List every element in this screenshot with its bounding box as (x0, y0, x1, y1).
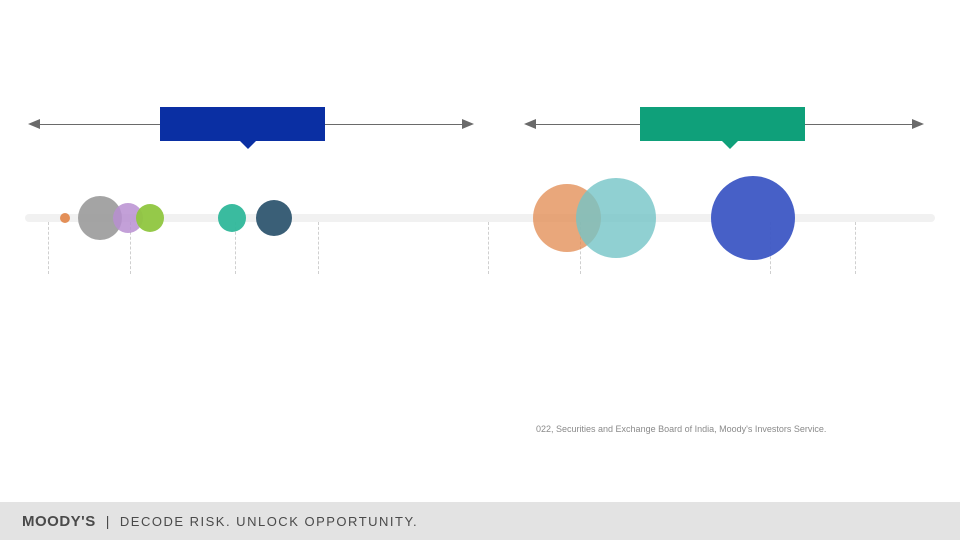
arrow-head-left-r (462, 119, 474, 129)
label-notch-left (240, 141, 256, 149)
label-notch-right (722, 141, 738, 149)
data-bubble (60, 213, 70, 223)
axis-tick (318, 222, 319, 274)
axis-tick (48, 222, 49, 274)
data-bubble (136, 204, 164, 232)
axis-tick (855, 222, 856, 274)
arrow-head-right-l (524, 119, 536, 129)
footer-tagline: DECODE RISK. UNLOCK OPPORTUNITY. (120, 514, 418, 529)
chart-stage: 022, Securities and Exchange Board of In… (0, 0, 960, 540)
data-bubble (256, 200, 292, 236)
data-bubble (218, 204, 246, 232)
footer-bar: MOODY'S | DECODE RISK. UNLOCK OPPORTUNIT… (0, 502, 960, 540)
source-note: 022, Securities and Exchange Board of In… (536, 424, 826, 434)
label-box-right (640, 107, 805, 141)
footer-separator: | (106, 513, 110, 529)
footer-brand: MOODY'S (22, 513, 96, 530)
label-box-left (160, 107, 325, 141)
data-bubble (576, 178, 656, 258)
axis-tick (488, 222, 489, 274)
data-bubble (711, 176, 795, 260)
arrow-head-right-r (912, 119, 924, 129)
arrow-head-left-l (28, 119, 40, 129)
